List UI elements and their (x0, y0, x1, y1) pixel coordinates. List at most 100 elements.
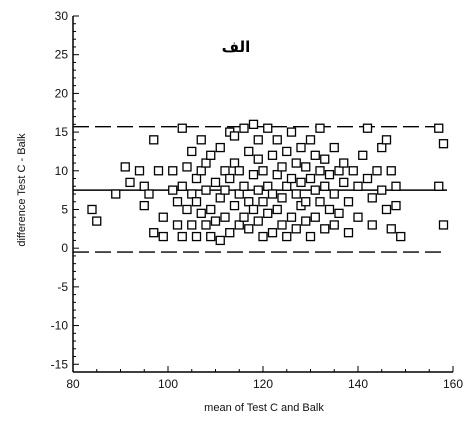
data-point (301, 216, 311, 226)
y-axis-title: difference Test C - Balk (16, 133, 28, 247)
data-point (244, 197, 254, 207)
data-point (201, 158, 211, 168)
x-tick-label: 80 (66, 377, 80, 391)
data-point (172, 220, 183, 230)
data-point (272, 135, 282, 145)
data-point (315, 123, 325, 133)
data-point (362, 123, 373, 133)
data-point (353, 181, 363, 191)
data-point (334, 166, 344, 176)
data-point (277, 193, 287, 203)
data-point (225, 228, 235, 238)
data-point (191, 173, 202, 184)
data-point (324, 204, 335, 215)
data-point (296, 142, 306, 153)
data-point (187, 146, 197, 157)
data-point (286, 212, 297, 222)
y-tick-label: 10 (55, 164, 69, 178)
data-point (315, 197, 325, 207)
data-point (358, 150, 368, 160)
data-point (172, 197, 183, 207)
data-point (153, 166, 164, 176)
y-tick-label: 0 (61, 241, 68, 255)
data-point (386, 166, 396, 176)
y-tick-label: 30 (55, 9, 69, 23)
data-point (296, 177, 306, 188)
data-point (291, 158, 301, 168)
data-point (177, 181, 187, 191)
data-point (291, 189, 301, 199)
data-point (239, 123, 249, 133)
data-point (377, 185, 387, 195)
data-point (381, 204, 392, 215)
data-point (315, 166, 325, 176)
x-axis-title: mean of Test C and Balk (204, 402, 324, 414)
y-tick-label: 25 (55, 48, 69, 62)
data-point (277, 162, 287, 172)
data-point (182, 204, 192, 215)
data-point (201, 185, 211, 195)
data-point (329, 220, 339, 230)
y-tick-label: -15 (51, 357, 69, 371)
data-point (324, 170, 335, 180)
data-point (168, 166, 178, 176)
data-point (258, 166, 268, 176)
data-point (201, 220, 211, 230)
y-tick-label: -5 (57, 280, 68, 294)
data-point (305, 173, 316, 184)
data-point (434, 123, 444, 133)
data-point (158, 212, 168, 222)
data-point (206, 231, 216, 242)
data-point (305, 231, 316, 242)
y-tick-label: -10 (51, 319, 69, 333)
data-point (134, 166, 145, 176)
data-point (396, 231, 406, 242)
data-point (282, 231, 292, 242)
y-tick-label: 5 (61, 202, 68, 216)
x-tick-label: 100 (158, 377, 178, 391)
data-point (196, 166, 206, 176)
data-point (225, 173, 235, 184)
data-point (434, 181, 444, 191)
data-point (438, 139, 449, 149)
data-point (391, 200, 401, 211)
data-point (206, 150, 216, 160)
data-point (348, 166, 358, 176)
data-point (381, 135, 392, 145)
data-point (215, 235, 225, 246)
data-point (343, 228, 354, 238)
data-point (220, 166, 230, 176)
data-point (229, 158, 240, 168)
data-point (87, 204, 97, 215)
data-point (343, 197, 354, 207)
data-point (253, 185, 263, 195)
data-point (220, 185, 230, 195)
data-point (244, 224, 254, 234)
data-point (120, 162, 130, 172)
data-point (310, 150, 320, 160)
data-point (149, 228, 159, 238)
data-point (239, 212, 249, 222)
data-point (277, 220, 287, 230)
data-point (320, 154, 330, 164)
data-point (367, 220, 377, 230)
data-point (215, 142, 225, 153)
data-point (263, 181, 273, 191)
data-point (253, 154, 263, 164)
data-point (234, 166, 244, 176)
data-point (248, 204, 259, 215)
data-point (362, 173, 373, 184)
data-point (182, 162, 192, 172)
y-axis-ticks: -15 -10 -5 0 5 10 15 20 25 30 (51, 9, 79, 371)
x-axis-ticks: 80 100 120 140 160 (66, 366, 463, 391)
data-point (158, 231, 168, 242)
data-point (144, 189, 154, 199)
data-point (196, 208, 206, 218)
data-point (258, 231, 268, 242)
data-point (253, 135, 263, 145)
data-point (206, 204, 216, 215)
x-tick-label: 160 (443, 377, 463, 391)
data-point (234, 220, 244, 230)
x-tick-label: 140 (348, 377, 368, 391)
